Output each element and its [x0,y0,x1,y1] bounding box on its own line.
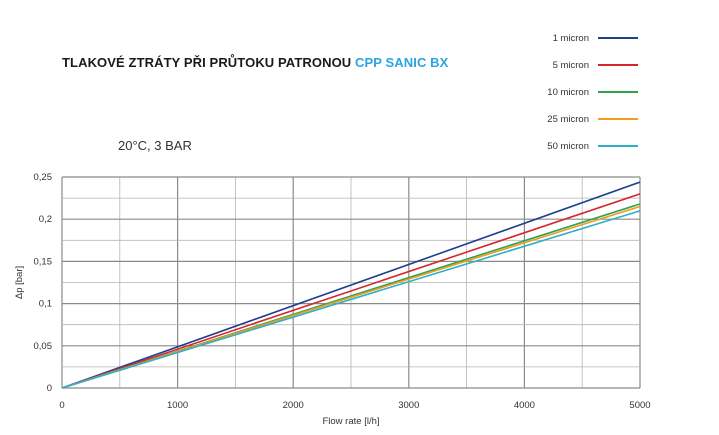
y-tick-label: 0 [47,383,52,394]
chart-title-accent: CPP SANIC BX [354,55,449,70]
x-tick-label: 5000 [629,400,650,411]
series-line [61,210,641,389]
y-tick-label: 0,05 [34,341,53,352]
y-tick-label: 0,2 [39,214,52,225]
x-tick-label: 1000 [167,400,188,411]
legend: 1 micron 5 micron 10 micron 25 micron 50 mic… [547,33,638,152]
y-tick-label: 0,25 [34,172,53,183]
grid [61,176,641,389]
y-tick-label: 0,15 [34,256,53,267]
y-axis-label: Δp [bar] [14,266,25,299]
x-tick-label: 4000 [514,400,535,411]
legend-label: 50 micron [547,141,589,152]
legend-label: 10 micron [547,87,589,98]
x-tick-labels: 0 1000 2000 3000 4000 5000 [59,400,650,411]
series-lines [61,181,641,389]
legend-label: 5 micron [553,60,589,71]
y-tick-label: 0,1 [39,299,52,310]
x-tick-label: 0 [59,400,64,411]
x-tick-label: 2000 [283,400,304,411]
chart-title: TLAKOVÉ ZTRÁTY PŘI PRŮTOKU PATRONOU CPP … [62,55,448,70]
x-axis-label: Flow rate [l/h] [322,416,379,427]
legend-label: 25 micron [547,114,589,125]
series-line [61,181,641,389]
x-tick-label: 3000 [398,400,419,411]
chart-title-main: TLAKOVÉ ZTRÁTY PŘI PRŮTOKU PATRONOU [62,55,352,70]
chart-subtitle: 20°C, 3 BAR [118,138,192,153]
legend-label: 1 micron [553,33,589,44]
y-tick-labels: 0 0,05 0,1 0,15 0,2 0,25 [34,172,53,394]
series-line [61,193,641,389]
